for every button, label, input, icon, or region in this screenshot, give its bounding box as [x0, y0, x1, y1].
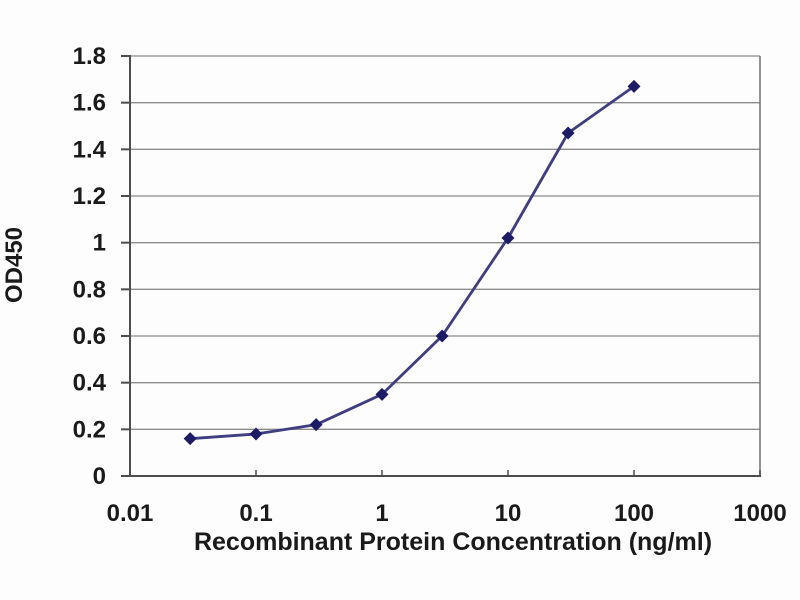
data-point-marker	[183, 432, 197, 446]
y-tick-label: 0.4	[73, 370, 107, 397]
x-tick-label: 10	[495, 500, 522, 527]
x-tick-label: 0.01	[107, 500, 154, 527]
y-tick-label: 0.6	[73, 323, 106, 350]
plot-area: 0 0.2 0.4 0.6 0.8 1 1.2 1.4 1.6 1.8 0.01 0.1 1 10 100 1…	[73, 43, 787, 527]
data-point-marker	[501, 231, 515, 245]
y-tick-label: 1	[93, 230, 106, 257]
data-point-marker	[309, 418, 323, 432]
data-point-marker	[561, 126, 575, 140]
y-tick-label: 0	[93, 463, 106, 490]
y-tick-label: 1.4	[73, 136, 107, 163]
y-axis-title: OD450	[1, 227, 28, 303]
data-point-marker	[627, 79, 641, 93]
series-line	[188, 84, 636, 441]
x-axis-title: Recombinant Protein Concentration (ng/ml…	[194, 528, 712, 556]
y-tick-label: 1.8	[73, 43, 106, 70]
y-tick-label: 1.6	[73, 90, 106, 117]
y-tick-label: 0.2	[73, 416, 106, 443]
data-point-marker	[435, 329, 449, 343]
x-tick-label: 1000	[733, 500, 786, 527]
x-tick-label: 0.1	[239, 500, 272, 527]
data-point-marker	[375, 387, 389, 401]
x-tick-label: 1	[375, 500, 388, 527]
data-point-marker	[249, 427, 263, 441]
x-tick-label: 100	[614, 500, 654, 527]
y-tick-label: 0.8	[73, 276, 106, 303]
y-tick-label: 1.2	[73, 183, 106, 210]
